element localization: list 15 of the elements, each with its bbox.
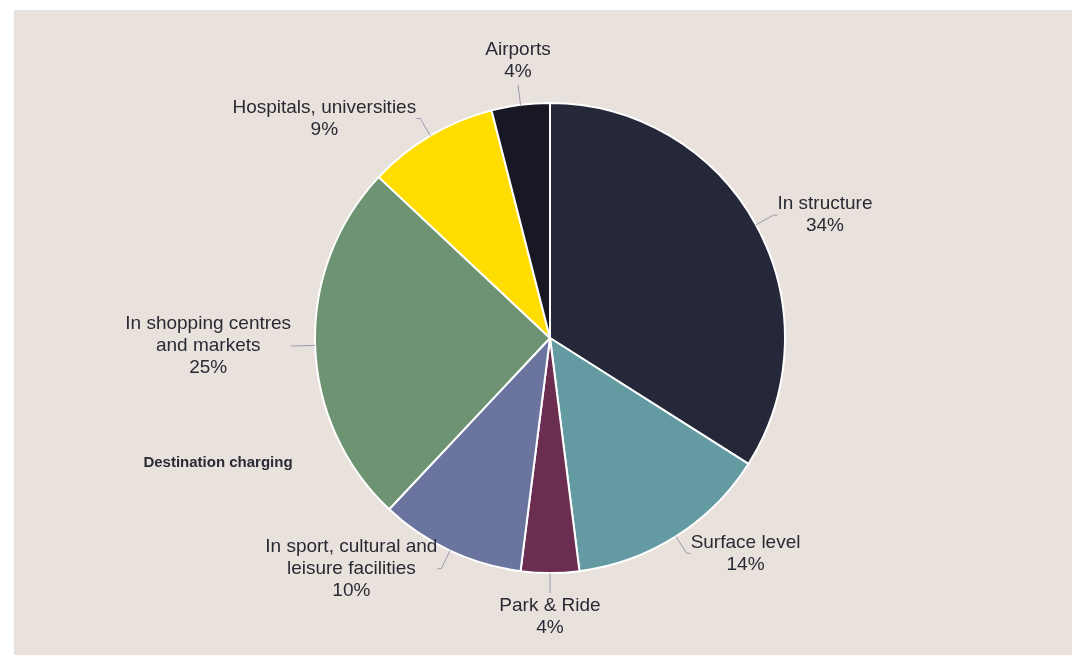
slice-label: Hospitals, universities: [232, 95, 417, 117]
slice-label: Surface level: [690, 530, 801, 552]
data-label: 34%: [805, 214, 845, 236]
slice-label: Airports: [485, 38, 551, 60]
data-label: 9%: [310, 117, 339, 139]
data-label: 25%: [189, 356, 228, 378]
slice-label: In structure: [777, 192, 873, 214]
slice-label: In shopping centres and markets: [125, 312, 292, 356]
slice-label: In sport, cultural and leisure facilities: [265, 534, 438, 578]
data-label: 14%: [726, 552, 765, 574]
data-label: 4%: [536, 616, 564, 638]
data-label: 4%: [504, 60, 532, 82]
slice-label: Park & Ride: [499, 594, 601, 616]
text: Destination charging: [143, 453, 293, 471]
data-label: 10%: [332, 578, 371, 600]
